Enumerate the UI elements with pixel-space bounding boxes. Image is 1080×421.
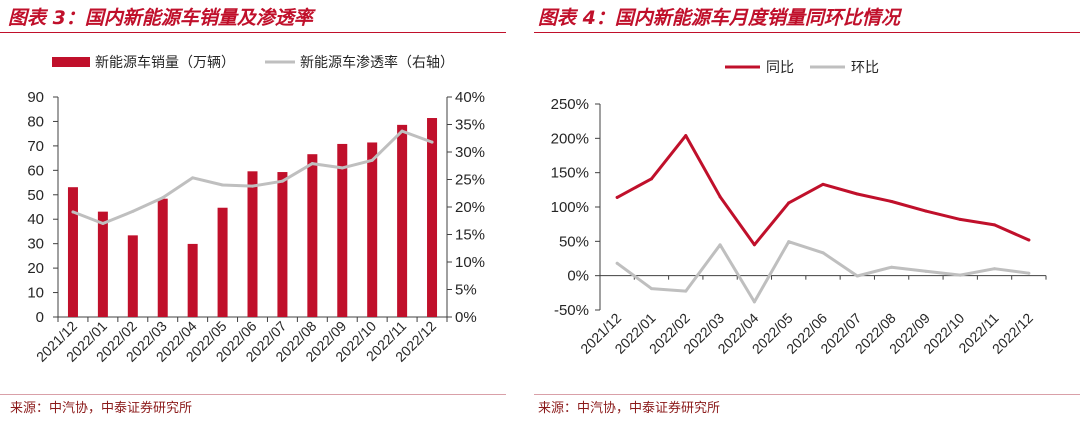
data-point-mom (958, 273, 962, 277)
bar-sales (67, 187, 78, 317)
series-line-mom (615, 240, 1031, 304)
data-point-yoy (993, 223, 997, 227)
data-point-penetration (251, 184, 254, 188)
bar-sales (247, 171, 258, 317)
legend-label-sales: 新能源车销量（万辆） (95, 54, 235, 71)
chart-sales-penetration: 0 10 20 30 40 50 60 70 80 90 0% 5% 10% 15% 20% 25% 30% 35… (27, 54, 485, 365)
data-point-yoy (890, 200, 894, 204)
data-point-yoy (752, 243, 756, 247)
left-y-tick-label: 0 (36, 309, 44, 326)
data-point-mom (993, 267, 997, 271)
y-tick-label: 150% (551, 165, 589, 182)
source-divider-left (0, 394, 506, 395)
data-point-penetration (131, 209, 135, 213)
data-point-penetration (370, 158, 374, 162)
data-point-yoy (787, 201, 791, 205)
right-y-tick-label: 15% (455, 227, 485, 244)
source-note-left: 来源：中汽协，中泰证券研究所 (10, 401, 193, 416)
left-y-tick-label: 70 (27, 138, 44, 155)
left-y-tick-label: 10 (27, 285, 44, 302)
bar-sales (127, 235, 138, 317)
data-point-penetration (191, 176, 195, 180)
data-point-yoy (649, 177, 653, 181)
legend: 同比 环比 (725, 60, 879, 76)
data-point-mom (649, 287, 653, 291)
bar-sales (307, 154, 318, 317)
data-point-yoy (1027, 238, 1031, 242)
data-point-yoy (821, 182, 825, 186)
left-y-tick-label: 80 (27, 113, 44, 130)
title-divider-left (0, 32, 506, 33)
data-point-penetration (340, 166, 344, 170)
data-point-mom (718, 243, 722, 247)
data-point-yoy (958, 217, 962, 221)
chart-title-sales-penetration: 图表 3：国内新能源车销量及渗透率 (8, 7, 313, 29)
left-y-tick-label: 50 (27, 187, 44, 204)
y-tick-label: 0% (567, 268, 589, 285)
data-point-yoy (615, 195, 619, 199)
bar-sales (367, 142, 378, 317)
right-y-tick-label: 35% (455, 117, 485, 134)
source-note-right: 来源：中汽协，中泰证券研究所 (538, 401, 721, 416)
right-y-tick-label: 20% (455, 199, 485, 216)
chart-title-yoy-mom: 图表 4：国内新能源车月度销量同环比情况 (538, 7, 900, 29)
data-point-penetration (101, 222, 105, 225)
data-point-yoy (684, 134, 688, 138)
left-y-tick-label: 60 (27, 162, 44, 179)
chart-yoy-mom: -50%0%50%100%150%200%250%2021/122022/012… (551, 60, 1047, 357)
bar-sales (217, 207, 228, 317)
right-y-tick-label: 25% (455, 172, 485, 189)
data-point-mom (752, 300, 756, 304)
legend-label-mom: 环比 (851, 60, 879, 76)
data-point-penetration (221, 183, 225, 187)
data-point-mom (890, 265, 894, 269)
series-line-yoy (615, 134, 1031, 247)
data-point-penetration (161, 196, 165, 200)
source-divider-right (534, 394, 1080, 395)
y-tick-label: 250% (551, 96, 589, 113)
data-point-mom (615, 261, 619, 265)
y-tick-label: 100% (551, 199, 589, 216)
left-y-tick-label: 30 (27, 236, 44, 253)
data-point-yoy (855, 192, 859, 196)
data-point-penetration (400, 129, 404, 133)
title-divider-right (534, 32, 1080, 33)
legend-swatch-sales (52, 57, 90, 67)
data-point-mom (787, 240, 791, 244)
bar-sales (427, 118, 438, 318)
bar-sales (97, 211, 108, 317)
data-point-mom (1027, 271, 1031, 275)
left-y-tick-label: 20 (27, 260, 44, 277)
bar-sales (157, 198, 168, 317)
y-tick-label: 50% (559, 233, 589, 250)
data-point-mom (924, 269, 928, 273)
bar-sales (187, 243, 198, 317)
bar-sales (397, 124, 408, 317)
data-point-penetration (310, 162, 314, 166)
data-point-penetration (71, 210, 75, 214)
legend: 新能源车销量（万辆） 新能源车渗透率（右轴） (52, 54, 454, 71)
data-point-yoy (718, 195, 722, 199)
y-tick-label: 200% (551, 130, 589, 147)
y-tick-label: -50% (554, 302, 589, 319)
legend-label-penetration: 新能源车渗透率（右轴） (300, 54, 454, 71)
data-point-yoy (924, 209, 928, 213)
bar-sales (337, 143, 348, 317)
left-y-tick-label: 40 (27, 211, 44, 228)
data-point-mom (684, 289, 688, 293)
right-y-tick-label: 5% (455, 282, 477, 299)
left-y-tick-label: 90 (27, 89, 44, 106)
right-y-tick-label: 30% (455, 144, 485, 161)
right-y-tick-label: 0% (455, 309, 477, 326)
legend-label-yoy: 同比 (766, 60, 794, 76)
data-point-penetration (430, 140, 434, 144)
right-y-tick-label: 10% (455, 254, 485, 271)
data-point-mom (855, 274, 859, 278)
data-point-penetration (280, 179, 284, 183)
bar-sales (277, 172, 288, 317)
right-y-tick-label: 40% (455, 89, 485, 106)
data-point-mom (821, 251, 825, 255)
